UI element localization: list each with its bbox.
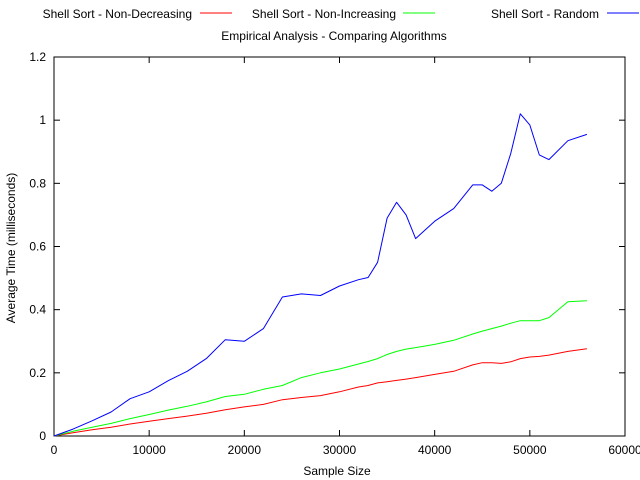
legend-label: Shell Sort - Non-Increasing xyxy=(252,7,396,21)
x-tick-label: 20000 xyxy=(228,443,262,457)
legend: Shell Sort - Non-Decreasing Shell Sort - … xyxy=(43,7,639,21)
y-tick-label: 0 xyxy=(39,429,46,443)
legend-label: Shell Sort - Random xyxy=(491,7,599,21)
x-tick-label: 50000 xyxy=(513,443,547,457)
x-tick-label: 60000 xyxy=(608,443,640,457)
plot-area xyxy=(53,113,588,437)
chart-title: Empirical Analysis - Comparing Algorithm… xyxy=(221,29,446,43)
series-line xyxy=(53,113,588,437)
y-tick-label: 0.6 xyxy=(29,240,46,254)
x-axis-label: Sample Size xyxy=(303,464,371,478)
y-tick-label: 1.2 xyxy=(29,50,46,64)
x-tick-label: 10000 xyxy=(132,443,166,457)
x-tick-label: 40000 xyxy=(418,443,452,457)
plot-frame xyxy=(53,56,626,437)
y-tick-label: 0.4 xyxy=(29,303,46,317)
y-tick-label: 0.2 xyxy=(29,366,46,380)
axes: 0 10000 20000 30000 40000 50000 60000 0 0.2 0.4 0.… xyxy=(29,50,640,457)
legend-label: Shell Sort - Non-Decreasing xyxy=(43,7,192,21)
series-line xyxy=(53,348,587,437)
y-axis-label: Average Time (milliseconds) xyxy=(4,173,18,324)
x-tick-label: 0 xyxy=(51,443,58,457)
y-tick-label: 0.8 xyxy=(29,176,46,190)
x-tick-label: 30000 xyxy=(323,443,357,457)
series-line xyxy=(53,300,587,437)
y-tick-label: 1 xyxy=(39,113,46,127)
